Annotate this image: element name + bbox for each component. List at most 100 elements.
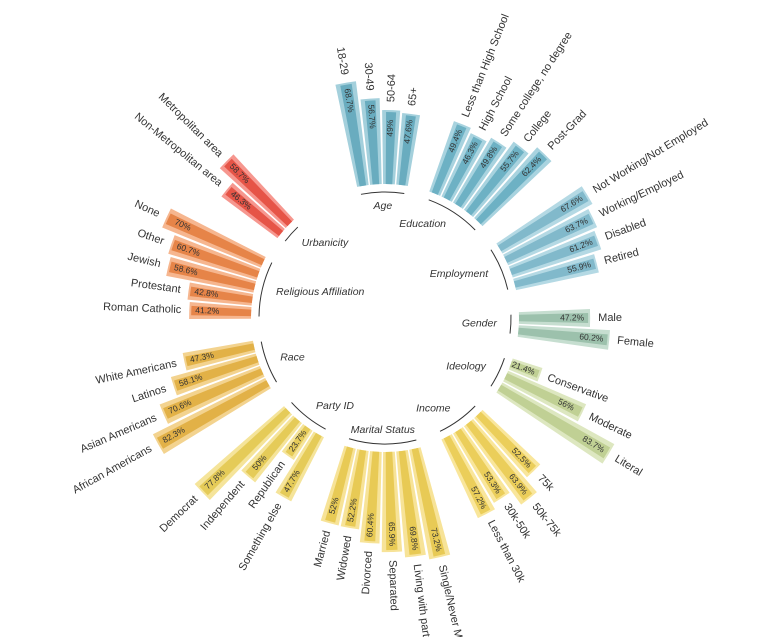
- bar-core-income-30k-50k: [455, 428, 506, 500]
- bar-core-education-college: [466, 145, 525, 216]
- category-label-marital-status-widowed: Widowed: [335, 535, 354, 582]
- value-label-age-18-29: 68.7%: [342, 88, 356, 114]
- value-label-marital-status-divorced: 60.4%: [364, 512, 376, 537]
- category-label-age-50-64: 50-64: [385, 74, 398, 102]
- group-arc-urbanicity: [284, 226, 299, 242]
- group-arc-employment: [490, 249, 509, 290]
- value-label-age-50-64: 49%: [385, 119, 396, 137]
- group-arc-marital-status: [348, 438, 417, 445]
- group-label-religious-affiliation: Religious Affiliation: [276, 286, 364, 298]
- bar-core-urbanicity-metropolitan-area: [224, 158, 293, 227]
- category-label-income-75k: 75k: [535, 472, 556, 493]
- bar-core-party-id-something-else: [279, 432, 322, 498]
- category-label-ideology-literal: Literal: [612, 453, 644, 479]
- bar-core-education-post-grad: [476, 151, 547, 225]
- bar-core-party-id-democrat: [199, 408, 291, 496]
- value-label-religious-affiliation-protestant: 42.8%: [194, 286, 220, 299]
- bar-core-race-african-americans: [156, 380, 270, 449]
- group-label-urbanicity: Urbanicity: [302, 237, 349, 249]
- bar-core-race-latinos: [174, 356, 259, 391]
- bar-core-education-high-school: [443, 136, 483, 201]
- group-label-education: Education: [399, 218, 446, 230]
- group-label-marital-status: Marital Status: [351, 424, 416, 436]
- bar-core-income-50k-75k: [466, 420, 533, 501]
- group-arc-income: [439, 405, 476, 432]
- bar-core-religious-affiliation-none: [165, 213, 265, 266]
- bar-core-employment-not-working-not-employed: [497, 191, 589, 252]
- bar-core-religious-affiliation-jewish: [169, 261, 256, 291]
- group-label-income: Income: [416, 403, 451, 415]
- category-label-religious-affiliation-protestant: Protestant: [130, 277, 181, 296]
- value-label-marital-status-living-with-partner: 69.8%: [407, 526, 420, 552]
- group-label-ideology: Ideology: [446, 360, 486, 372]
- bar-core-gender-male: [518, 313, 589, 323]
- bar-core-ideology-conservative: [509, 360, 540, 378]
- group-label-race: Race: [280, 351, 305, 363]
- category-label-marital-status-separated: Separated: [386, 560, 400, 611]
- bar-core-race-asian-americans: [163, 368, 264, 419]
- category-label-age-65: 65+: [406, 87, 420, 107]
- bar-core-urbanicity-non-metropolitan-area: [225, 186, 284, 237]
- value-label-religious-affiliation-roman-catholic: 41.2%: [195, 305, 220, 316]
- bar-core-age-65: [398, 115, 416, 186]
- group-label-party-id: Party ID: [316, 400, 354, 412]
- category-label-party-id-something-else: Something else: [237, 501, 285, 573]
- bar-core-education-some-college-no-degree: [455, 141, 503, 208]
- bar-core-income-75k: [476, 411, 537, 474]
- group-label-age: Age: [373, 200, 393, 212]
- bar-core-marital-status-widowed: [345, 449, 367, 527]
- bar-core-employment-retired: [513, 258, 597, 288]
- value-label-marital-status-separated: 65.9%: [387, 522, 398, 547]
- value-label-marital-status-married: 52%: [327, 496, 341, 515]
- bar-core-gender-female: [518, 327, 608, 346]
- category-label-marital-status-divorced: Divorced: [360, 551, 375, 595]
- bar-core-marital-status-single-never-married: [411, 447, 446, 557]
- bar-core-party-id-independent: [245, 417, 300, 479]
- bar-core-employment-working-employed: [504, 213, 594, 263]
- value-label-gender-female: 60.2%: [579, 331, 604, 343]
- bar-core-age-30-49: [364, 100, 380, 185]
- group-label-employment: Employment: [430, 268, 489, 280]
- bar-core-marital-status-living-with-partner: [398, 450, 422, 555]
- bar-core-education-less-than-high-school: [431, 124, 467, 195]
- group-arcs: [258, 191, 512, 445]
- group-arc-age: [360, 191, 405, 195]
- bar-core-religious-affiliation-other: [171, 239, 260, 278]
- bar-core-marital-status-divorced: [364, 451, 380, 542]
- bar-core-ideology-moderate: [504, 373, 583, 417]
- group-arc-ideology: [490, 358, 505, 387]
- bar-core-race-white-americans: [185, 343, 255, 367]
- category-label-religious-affiliation-jewish: Jewish: [126, 251, 161, 270]
- category-label-marital-status-single-never-married: Single/Never Married: [436, 564, 471, 637]
- bar-core-age-18-29: [340, 83, 367, 187]
- value-label-gender-male: 47.2%: [560, 312, 585, 322]
- bar-core-party-id-republican: [285, 425, 311, 457]
- category-label-party-id-democrat: Democrat: [158, 493, 201, 535]
- category-label-religious-affiliation-other: Other: [136, 227, 166, 247]
- category-label-income-30k-50k: 30k-50k: [501, 501, 533, 541]
- category-label-religious-affiliation-none: None: [133, 198, 162, 220]
- value-label-age-65: 47.6%: [402, 119, 415, 145]
- category-label-marital-status-married: Married: [312, 529, 333, 568]
- group-arc-gender: [509, 314, 512, 334]
- bar-core-income-less-than-30k: [443, 435, 491, 515]
- bar-core-marital-status-married: [325, 446, 354, 523]
- bar-core-employment-disabled: [509, 235, 598, 276]
- category-label-race-latinos: Latinos: [130, 383, 168, 405]
- bar-core-ideology-literal: [497, 384, 611, 459]
- category-label-employment-retired: Retired: [603, 246, 640, 266]
- bar-core-religious-affiliation-protestant: [189, 286, 253, 304]
- group-label-gender: Gender: [462, 317, 498, 329]
- bar-core-religious-affiliation-roman-catholic: [191, 305, 252, 317]
- category-label-income-50k-75k: 50k-75k: [530, 501, 564, 539]
- category-label-religious-affiliation-roman-catholic: Roman Catholic: [103, 301, 182, 316]
- category-label-age-30-49: 30-49: [362, 62, 376, 91]
- category-label-gender-male: Male: [598, 312, 622, 324]
- group-arc-race: [260, 341, 277, 383]
- bars: [152, 81, 615, 560]
- category-label-marital-status-living-with-partner: Living with partner: [411, 563, 434, 637]
- group-arc-religious-affiliation: [258, 262, 273, 317]
- bar-core-age-50-64: [385, 112, 397, 185]
- bar-core-marital-status-separated: [385, 451, 398, 551]
